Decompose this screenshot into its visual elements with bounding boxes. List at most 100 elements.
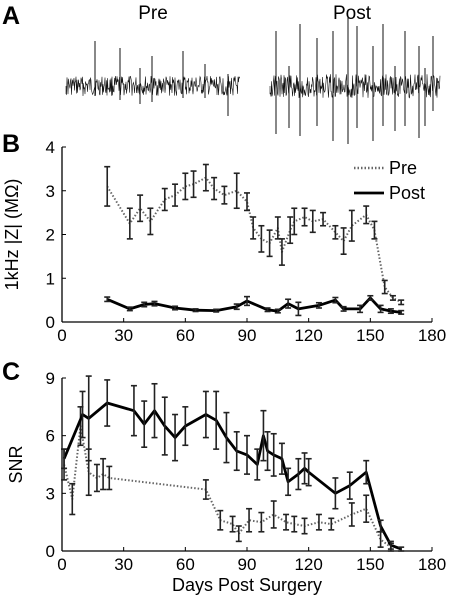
series-pre-errorbar xyxy=(258,511,265,533)
y-tick-label: 6 xyxy=(46,427,55,446)
x-tick-label: 90 xyxy=(238,326,257,345)
x-tick-label: 60 xyxy=(176,555,195,574)
x-tick-label: 60 xyxy=(176,326,195,345)
series-pre-errorbar xyxy=(244,192,250,212)
series-post-errorbar xyxy=(264,431,271,472)
series-pre-errorbar xyxy=(246,507,253,533)
series-post-errorbar xyxy=(244,295,250,307)
series-post-errorbar xyxy=(295,457,302,491)
series-post-errorbar xyxy=(213,308,220,313)
series-post-errorbar xyxy=(363,459,370,485)
series-post-errorbar xyxy=(264,307,271,313)
series-pre-errorbar xyxy=(348,209,355,242)
series-post-errorbar xyxy=(377,519,384,533)
series-pre-errorbar xyxy=(301,207,308,227)
noise-trace-path xyxy=(269,74,441,99)
y-tick-label: 2 xyxy=(46,226,55,245)
impedance-chart: 0 30 60 90 120 150 180 0 1 2 3 4 1kHz |Z| (MΩ) Pre Pos… xyxy=(2,138,446,345)
series-post-errorbar xyxy=(332,296,339,304)
series-pre-errorbar xyxy=(291,207,298,236)
series-pre-errorbar xyxy=(221,185,228,205)
series-post-errorbar xyxy=(233,303,240,311)
series-pre-errorbar xyxy=(328,517,335,531)
series-pre-errorbar xyxy=(69,482,76,516)
series-post-errorbar xyxy=(141,400,148,449)
series-post-errorbar xyxy=(213,390,220,450)
series-post-errorbar xyxy=(244,434,250,475)
y-tick-label: 9 xyxy=(46,369,55,388)
x-tick-label: 0 xyxy=(57,326,66,345)
series-pre-errorbar xyxy=(291,515,298,533)
series-pre-errorbar xyxy=(287,216,294,245)
y-axis-label: SNR xyxy=(6,445,26,483)
series-pre-errorbar xyxy=(104,165,111,207)
series-pre-errorbar xyxy=(235,525,242,543)
x-tick-label: 30 xyxy=(114,555,133,574)
series-pre-errorbar xyxy=(202,163,209,192)
x-axis-label: Days Post Surgery xyxy=(172,575,322,595)
series-pre-errorbar xyxy=(381,279,388,295)
series-pre-errorbar xyxy=(389,294,396,301)
series-pre-errorbar xyxy=(315,513,322,531)
series-pre-errorbar xyxy=(266,229,273,258)
series-pre-errorbar xyxy=(377,530,384,548)
y-tick-label: 1 xyxy=(46,269,55,288)
panel-c-letter: C xyxy=(2,358,20,386)
x-tick-label: 150 xyxy=(356,326,384,345)
series-post-errorbar xyxy=(130,384,137,437)
x-tick-label: 120 xyxy=(294,326,322,345)
series-post-errorbar xyxy=(285,298,292,309)
series-pre-errorbar xyxy=(398,299,405,306)
series-post-errorbar xyxy=(346,471,353,500)
x-tick-label: 30 xyxy=(114,326,133,345)
series-post-errorbar xyxy=(126,306,133,312)
series-pre-errorbar xyxy=(93,463,100,493)
series-post-errorbar xyxy=(278,442,285,475)
series-pre-errorbar xyxy=(278,238,285,266)
panel-a-letter: A xyxy=(2,2,20,30)
series-post-errorbar xyxy=(301,452,308,485)
legend-pre-label: Pre xyxy=(389,158,417,178)
pre-trace-title: Pre xyxy=(138,3,168,24)
series-post-errorbar xyxy=(151,382,158,439)
x-tick-label: 180 xyxy=(418,555,446,574)
series-pre-line xyxy=(63,425,392,549)
series-pre-errorbar xyxy=(270,500,277,529)
series-pre-errorbar xyxy=(363,494,370,523)
series-post-errorbar xyxy=(104,379,111,427)
series-pre-errorbar xyxy=(363,205,370,225)
series-pre-errorbar xyxy=(100,457,107,491)
series-post-errorbar xyxy=(161,396,168,456)
y-tick-label: 3 xyxy=(46,484,55,503)
y-tick-label: 0 xyxy=(46,313,55,332)
series-post-errorbar xyxy=(398,546,405,552)
x-tick-label: 180 xyxy=(418,326,446,345)
series-post-errorbar xyxy=(223,411,230,464)
y-axis-label: 1kHz |Z| (MΩ) xyxy=(2,179,22,291)
series-post-errorbar xyxy=(285,467,292,497)
series-post-errorbar xyxy=(357,304,364,314)
series-pre-errorbar xyxy=(309,209,316,234)
series-pre-line xyxy=(106,176,402,304)
snr-chart: 0 30 60 90 120 150 180 0 3 6 9 SNR Days Post Surgery xyxy=(6,369,446,595)
series-post-errorbar xyxy=(367,294,374,301)
series-pre-errorbar xyxy=(340,227,347,255)
series-post-errorbar xyxy=(315,301,322,309)
series-post-errorbar xyxy=(233,431,240,472)
series-post-errorbar xyxy=(172,413,179,462)
series-post-errorbar xyxy=(182,406,189,447)
series-post-errorbar xyxy=(377,304,384,314)
x-tick-label: 90 xyxy=(238,555,257,574)
series-post-errorbar xyxy=(305,457,312,487)
series-post-errorbar xyxy=(340,305,347,312)
series-post-line xyxy=(62,401,402,551)
series-post-errorbar xyxy=(202,390,209,439)
x-tick-label: 0 xyxy=(57,555,66,574)
series-post-errorbar xyxy=(387,540,394,550)
y-tick-label: 4 xyxy=(46,138,55,157)
series-pre-errorbar xyxy=(126,207,133,240)
series-pre-errorbar xyxy=(320,211,327,227)
noise-trace-path xyxy=(65,75,240,97)
y-tick-label: 0 xyxy=(46,542,55,561)
